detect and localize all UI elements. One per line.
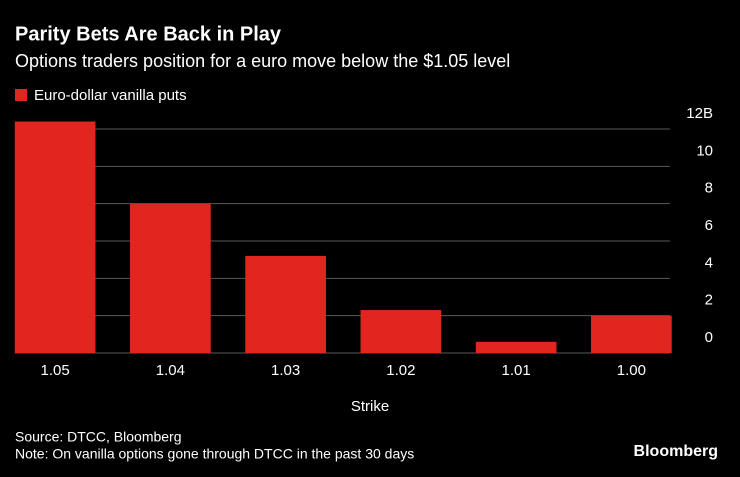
- y-tick-label: 2: [705, 292, 713, 309]
- source: Source: DTCC, Bloomberg: [15, 429, 182, 445]
- x-tick-label: 1.05: [41, 362, 70, 379]
- y-tick-label: 0: [705, 329, 713, 346]
- x-tick-label: 1.03: [271, 362, 300, 379]
- x-axis-label: Strike: [351, 398, 389, 415]
- x-tick-label: 1.02: [386, 362, 415, 379]
- chart-title: Parity Bets Are Back in Play: [15, 23, 282, 45]
- y-tick-label: 12B: [686, 105, 713, 122]
- y-tick-label: 10: [696, 142, 713, 159]
- brand-logo: Bloomberg: [634, 443, 718, 460]
- y-tick-label: 8: [705, 180, 713, 197]
- chart-subtitle: Options traders position for a euro move…: [15, 51, 510, 71]
- bar: [475, 341, 557, 353]
- legend-label: Euro-dollar vanilla puts: [34, 87, 187, 104]
- bar: [14, 121, 96, 354]
- bar: [591, 315, 672, 353]
- bar: [245, 255, 326, 353]
- bar: [130, 203, 211, 353]
- note: Note: On vanilla options gone through DT…: [15, 446, 414, 462]
- bar: [360, 310, 442, 353]
- x-tick-label: 1.01: [502, 362, 531, 379]
- x-tick-label: 1.00: [617, 362, 646, 379]
- legend-swatch: [15, 89, 27, 101]
- y-tick-label: 6: [705, 217, 713, 234]
- y-tick-label: 4: [705, 254, 713, 271]
- x-tick-label: 1.04: [156, 362, 185, 379]
